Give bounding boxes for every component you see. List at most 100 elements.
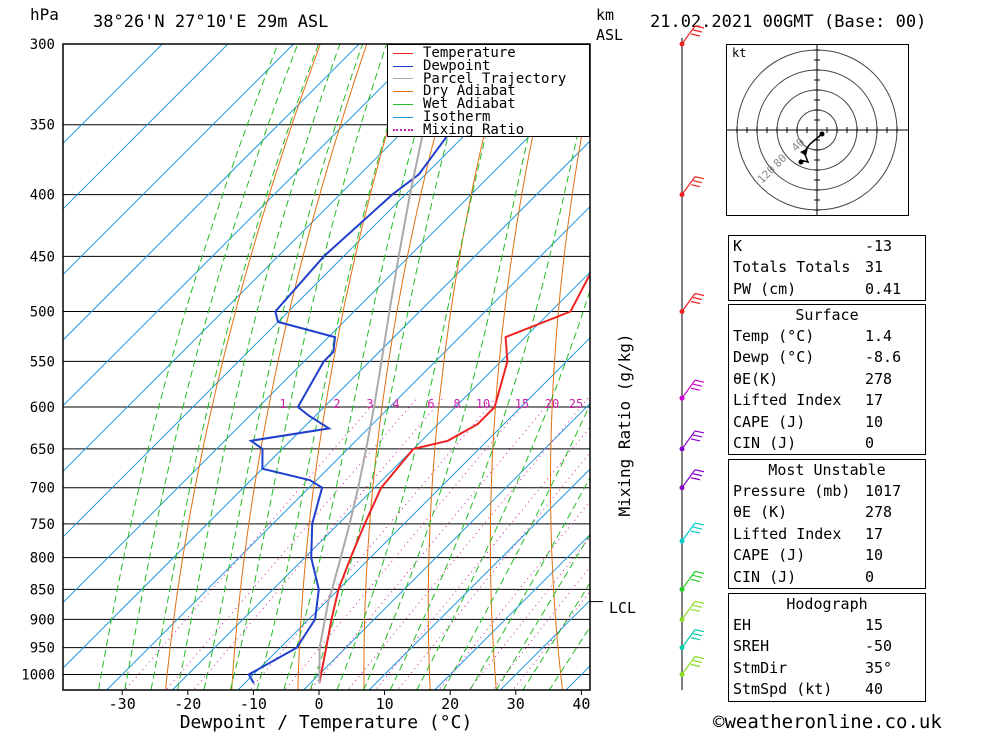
y-tick-label: 600 <box>30 400 55 416</box>
isotherm <box>302 402 590 690</box>
wet-adiabat <box>97 44 279 690</box>
wet-adiabat <box>416 289 590 690</box>
isotherm <box>106 206 590 690</box>
dry-adiabat <box>363 44 461 690</box>
most-unstable-title: Most Unstable <box>768 461 886 479</box>
mu-row-li: Lifted Index 17 <box>733 524 884 543</box>
y-tick-label: 400 <box>30 188 55 204</box>
y-tick-label: 900 <box>30 612 55 628</box>
wet-adiabat <box>203 44 364 690</box>
x-tick-label: 0 <box>314 695 323 713</box>
indices-top-table: K -13 Totals Totals 31 PW (cm) 0.41 <box>728 235 926 302</box>
legend-item: Isotherm <box>388 108 589 125</box>
hodograph-point <box>819 131 825 137</box>
mu-row-cape: CAPE (J) 10 <box>733 546 884 565</box>
dry-adiabat <box>924 8 1000 700</box>
isotherm <box>237 337 590 690</box>
wind-barb <box>679 570 705 592</box>
wind-barb <box>679 379 705 401</box>
dry-adiabat <box>489 44 554 690</box>
series-temperature <box>318 272 590 684</box>
mixing-ratio-line <box>192 397 444 690</box>
hodograph-unit: kt <box>732 46 746 60</box>
legend-item: Wet Adiabat <box>388 97 589 111</box>
legend-label: Parcel Trajectory <box>423 70 567 87</box>
mixing-ratio-label: 2 <box>333 397 340 411</box>
y-tick-label: 550 <box>30 354 55 370</box>
unit-asl: ASL <box>596 26 624 44</box>
wet-adiabat <box>256 44 414 690</box>
surface-row-cape: CAPE (J) 10 <box>733 412 884 431</box>
x-tick-label: -20 <box>174 695 201 713</box>
series-dewpoint <box>247 77 484 684</box>
copyright[interactable]: ©weatheronline.co.uk <box>713 711 942 733</box>
legend-label: Dry Adiabat <box>423 83 516 100</box>
isotherm <box>63 140 590 669</box>
surface-row-thetae: θE(K) 278 <box>733 369 893 388</box>
isotherm <box>434 534 590 690</box>
legend-swatch <box>393 116 413 118</box>
dry-adiabat <box>550 87 590 690</box>
surface-row-li: Lifted Index 17 <box>733 391 884 410</box>
most-unstable-table: Most Unstable Pressure (mb) 1017 θE (K) 27… <box>728 459 926 589</box>
wet-adiabat <box>522 582 590 690</box>
x-tick-label: -10 <box>240 695 267 713</box>
legend-label: Temperature <box>423 45 516 61</box>
legend-item: Temperature <box>388 45 589 61</box>
wet-adiabat <box>150 44 320 690</box>
wind-barb <box>679 25 705 47</box>
hodo-row-eh: EH 15 <box>733 616 884 634</box>
dry-adiabat <box>231 44 368 690</box>
dry-adiabat <box>427 44 507 690</box>
isotherm <box>63 44 164 145</box>
mixing-ratio-axis-label: Mixing Ratio (g/kg) <box>615 333 634 516</box>
storm-motion-arrow <box>800 148 808 156</box>
wind-barb <box>679 430 705 452</box>
wet-adiabat <box>495 533 590 690</box>
mixing-ratio-label: 1 <box>279 397 286 411</box>
dry-adiabat <box>297 44 414 690</box>
legend-label: Mixing Ratio <box>423 121 525 138</box>
y-tick-label: 700 <box>30 481 55 497</box>
y-tick-label: 500 <box>30 305 55 321</box>
legend-swatch <box>393 129 413 132</box>
x-tick-label: 40 <box>572 695 590 713</box>
mixing-ratio-label: 10 <box>476 397 490 411</box>
datetime-title: 21.02.2021 00GMT (Base: 00) <box>650 12 927 32</box>
wind-barb <box>679 176 705 198</box>
legend-swatch <box>393 104 413 106</box>
legend-label: Isotherm <box>423 108 491 125</box>
mixing-ratio-label: 3 <box>366 397 373 411</box>
series-parcel-trajectory <box>318 44 446 684</box>
isotherm <box>63 44 360 341</box>
mixing-ratio-line <box>512 590 590 690</box>
legend: Temperature Dewpoint Parcel Trajectory Dry … <box>387 44 590 137</box>
legend-swatch <box>393 52 413 54</box>
y-tick-label: 1000 <box>21 668 55 684</box>
y-tick-label: 650 <box>30 442 55 458</box>
unit-hpa: hPa <box>30 5 59 24</box>
wet-adiabat <box>442 403 590 690</box>
wind-barb <box>679 292 705 315</box>
wind-barb <box>679 629 705 651</box>
wet-adiabat <box>176 44 341 690</box>
wind-barb <box>679 522 705 544</box>
mixing-ratio-line <box>165 397 418 690</box>
y-tick-label: 850 <box>30 582 55 598</box>
wet-adiabat <box>124 44 299 690</box>
mixing-ratio-line <box>492 565 590 690</box>
mixing-ratio-label: 6 <box>427 397 434 411</box>
x-tick-label: 20 <box>441 695 459 713</box>
mu-row-cin: CIN (J) 0 <box>733 567 875 586</box>
wet-adiabat <box>548 626 590 690</box>
hodograph-table: Hodograph EH 15 SREH -50 StmDir 35° StmSpd … <box>728 593 926 702</box>
y-tick-label: 750 <box>30 517 55 533</box>
legend-swatch <box>393 78 413 80</box>
mixing-ratio-label: 15 <box>515 397 529 411</box>
x-tick-label: 30 <box>507 695 525 713</box>
mu-row-thetae: θE (K) 278 <box>733 503 893 522</box>
hodo-row-stmspd: StmSpd (kt) 40 <box>733 680 884 699</box>
mixing-ratio-line <box>396 451 590 690</box>
